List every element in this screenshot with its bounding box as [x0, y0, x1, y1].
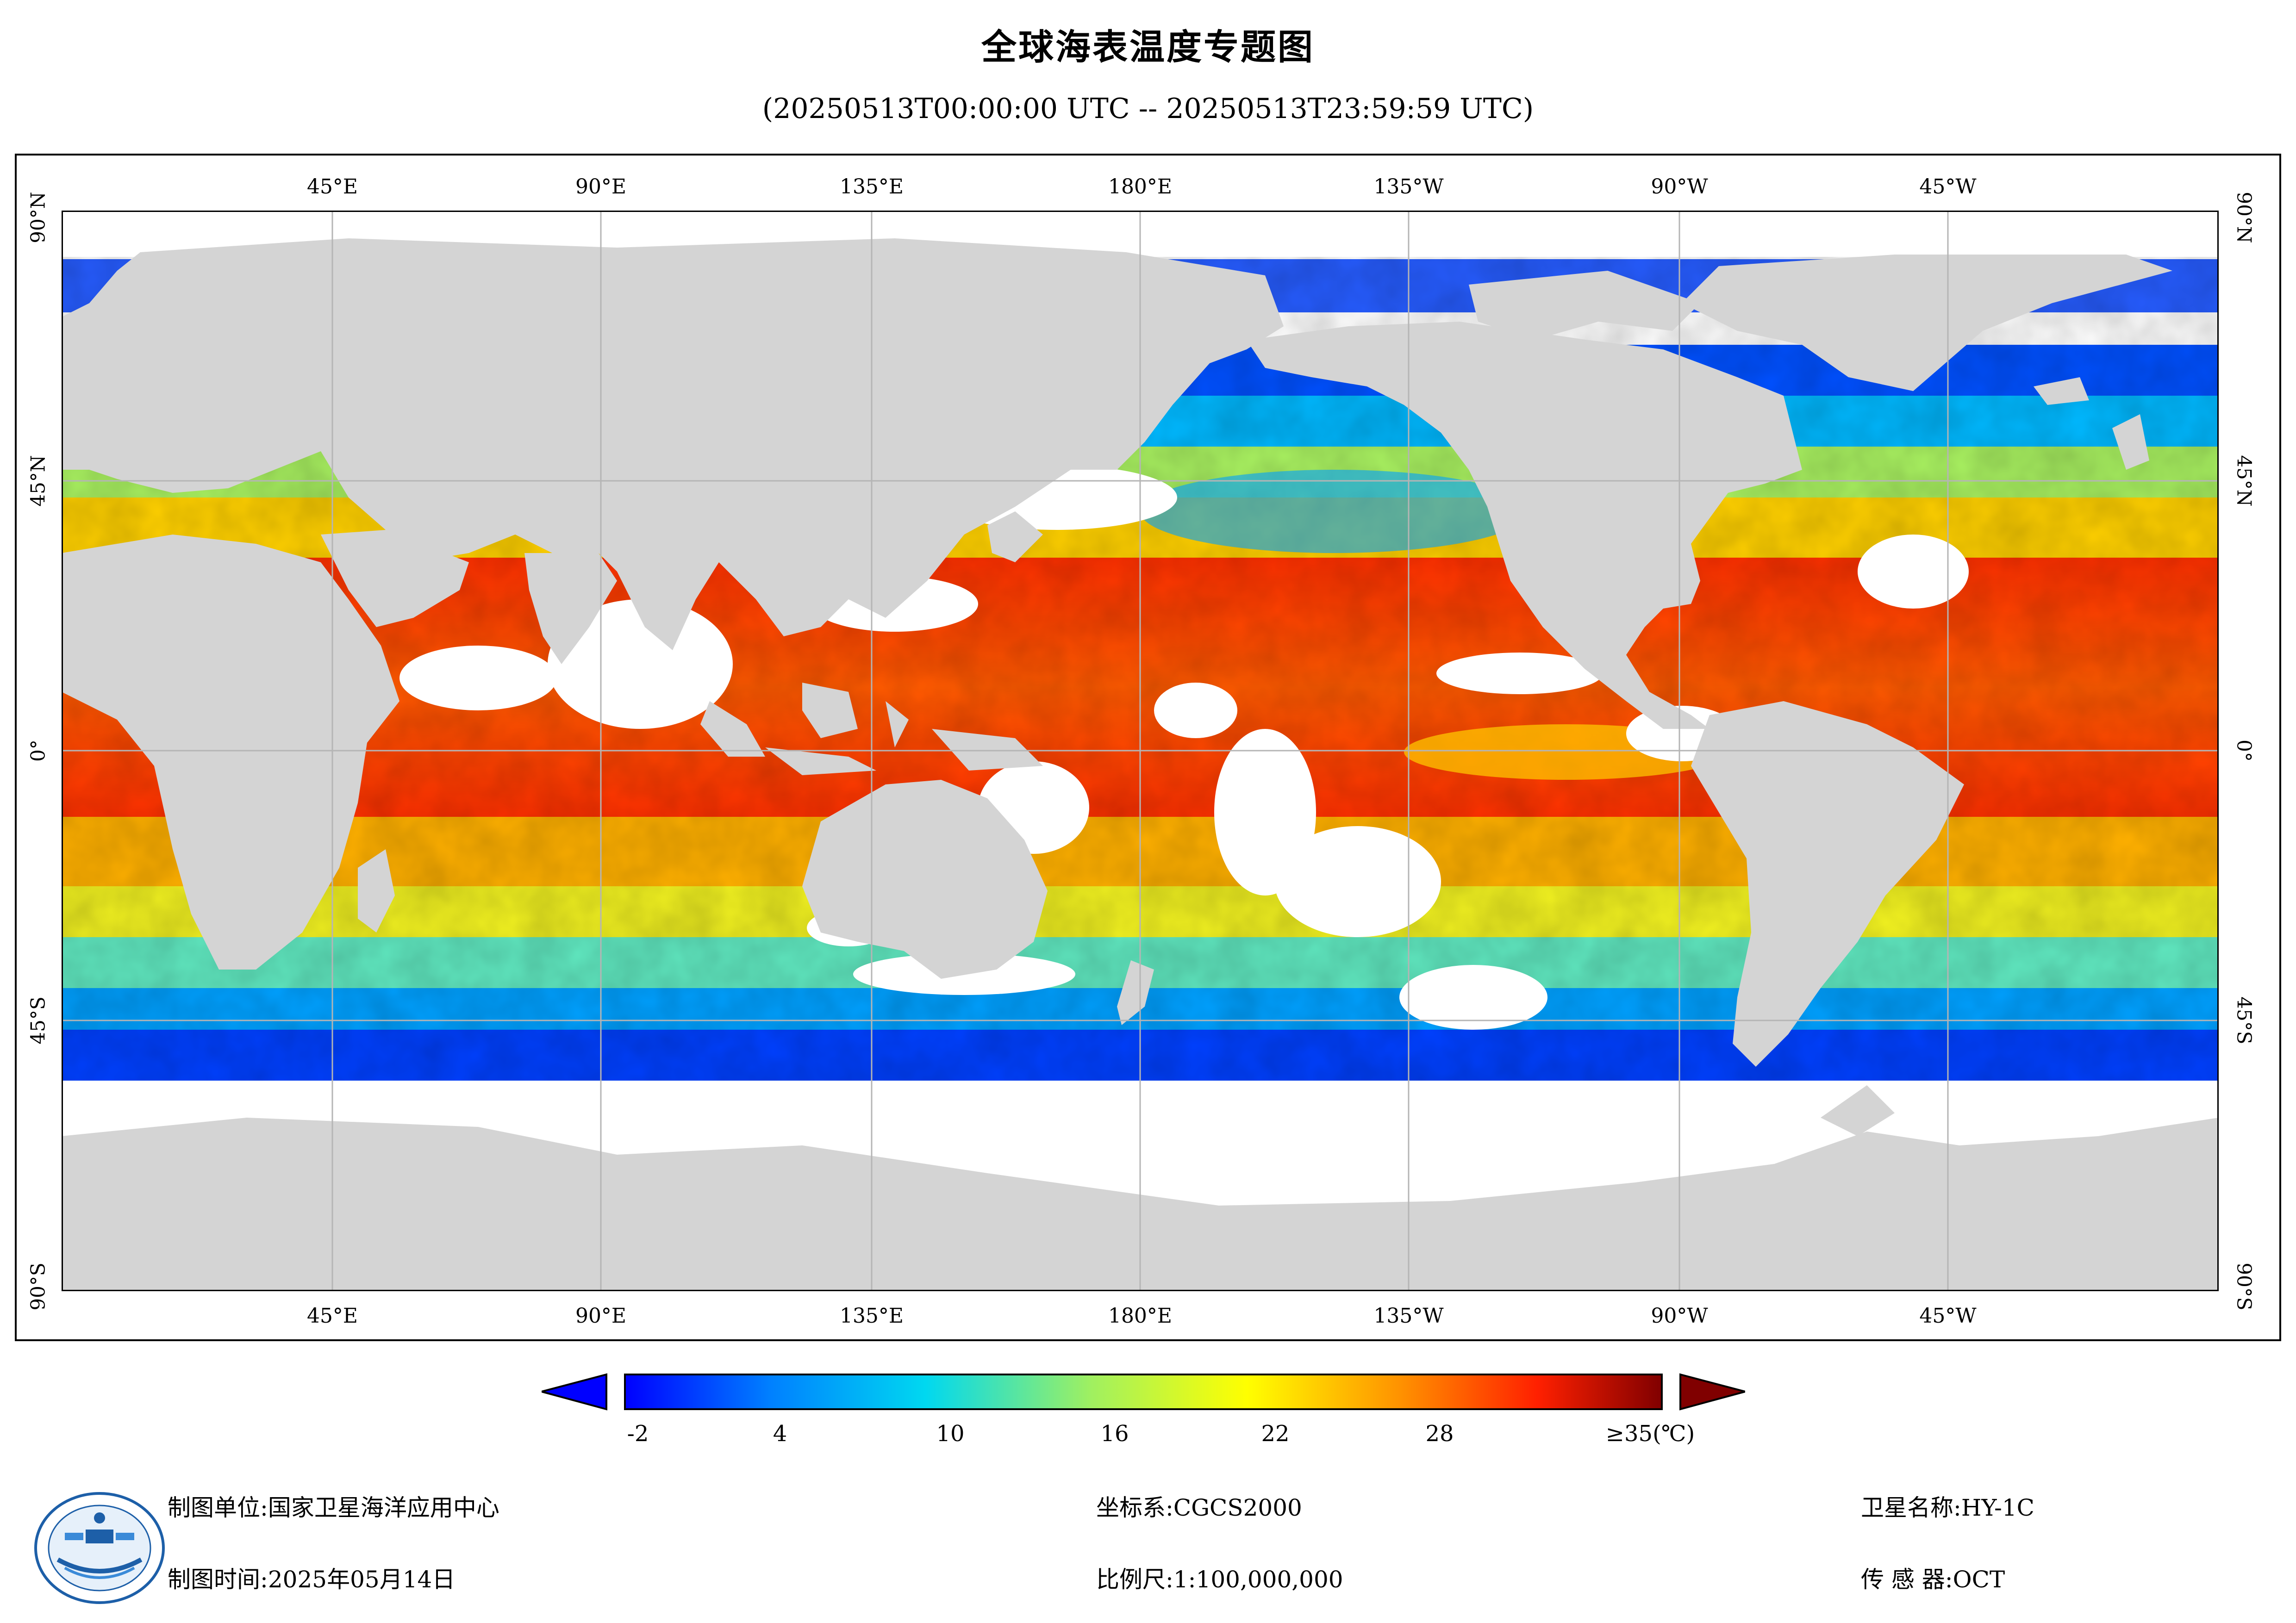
australia — [802, 780, 1048, 979]
colorbar-label: -2 — [627, 1421, 649, 1447]
scale-value: 1:100,000,000 — [1173, 1566, 1343, 1593]
colorbar — [542, 1373, 1745, 1411]
lat-label-left: 45°S — [26, 996, 50, 1045]
lon-label-top: 90°E — [575, 175, 627, 199]
satellite-value: HY-1C — [1961, 1494, 2034, 1521]
lon-label-bottom: 45°W — [1919, 1304, 1977, 1328]
lat-label-left: 90°N — [26, 192, 50, 243]
sst-map[interactable] — [62, 211, 2219, 1291]
colorbar-label: 4 — [773, 1421, 787, 1447]
org-value: 国家卫星海洋应用中心 — [268, 1494, 499, 1521]
eurasia — [62, 238, 1284, 650]
greenland — [1682, 255, 2172, 391]
lon-label-top: 180°E — [1108, 175, 1173, 199]
colorbar-bar — [624, 1374, 1663, 1410]
org-label: 制图单位: — [168, 1494, 268, 1521]
scale-label: 比例尺: — [1096, 1566, 1173, 1593]
time-range: (20250513T00:00:00 UTC -- 20250513T23:59… — [762, 93, 1534, 125]
lon-label-top: 45°W — [1919, 175, 1977, 199]
org-field: 制图单位:国家卫星海洋应用中心 — [168, 1489, 499, 1523]
graticule — [62, 211, 2219, 1291]
lat-label-left: 90°S — [26, 1262, 50, 1311]
south-america — [1691, 701, 1964, 1067]
nsoas-logo-icon — [34, 1492, 165, 1604]
satellite-label: 卫星名称: — [1861, 1494, 1961, 1521]
lon-label-top: 135°E — [839, 175, 904, 199]
satellite-field: 卫星名称:HY-1C — [1861, 1489, 2034, 1523]
lon-label-bottom: 45°E — [306, 1304, 358, 1328]
date-value: 2025年05月14日 — [268, 1566, 455, 1593]
lon-label-top: 90°W — [1651, 175, 1708, 199]
lat-label-right: 45°S — [2233, 996, 2256, 1045]
lon-label-bottom: 180°E — [1108, 1304, 1173, 1328]
africa — [62, 535, 399, 970]
lon-label-bottom: 135°E — [839, 1304, 904, 1328]
colorbar-label: 10 — [936, 1421, 965, 1447]
lat-label-right: 90°S — [2233, 1262, 2256, 1311]
lon-label-top: 45°E — [306, 175, 358, 199]
crs-label: 坐标系: — [1096, 1494, 1173, 1521]
lat-label-left: 0° — [26, 740, 50, 762]
colorbar-max-arrow — [1679, 1373, 1745, 1411]
lat-label-right: 0° — [2233, 740, 2256, 762]
lon-label-top: 135°W — [1373, 175, 1444, 199]
colorbar-label: 28 — [1425, 1421, 1454, 1447]
lat-label-left: 45°N — [26, 455, 50, 507]
colorbar-label: 22 — [1261, 1421, 1290, 1447]
lon-label-bottom: 90°E — [575, 1304, 627, 1328]
colorbar-label: ≥35(℃) — [1605, 1421, 1695, 1447]
date-field: 制图时间:2025年05月14日 — [168, 1561, 455, 1594]
north-america — [1247, 322, 1802, 729]
colorbar-min-arrow — [542, 1373, 607, 1411]
lon-label-bottom: 135°W — [1373, 1304, 1444, 1328]
map-frame — [15, 154, 2281, 1341]
lat-label-right: 45°N — [2233, 455, 2256, 507]
colorbar-label: 16 — [1100, 1421, 1129, 1447]
sensor-label: 传 感 器: — [1861, 1566, 1953, 1593]
crs-field: 坐标系:CGCS2000 — [1096, 1489, 1302, 1523]
crs-value: CGCS2000 — [1173, 1494, 1302, 1521]
lon-label-bottom: 90°W — [1651, 1304, 1708, 1328]
lat-label-right: 90°N — [2233, 192, 2256, 243]
scale-field: 比例尺:1:100,000,000 — [1096, 1561, 1343, 1594]
sensor-value: OCT — [1953, 1566, 2005, 1593]
map-border — [62, 211, 2219, 1291]
date-label: 制图时间: — [168, 1566, 268, 1593]
sensor-field: 传 感 器:OCT — [1861, 1561, 2005, 1594]
page-title: 全球海表温度专题图 — [981, 26, 1315, 68]
